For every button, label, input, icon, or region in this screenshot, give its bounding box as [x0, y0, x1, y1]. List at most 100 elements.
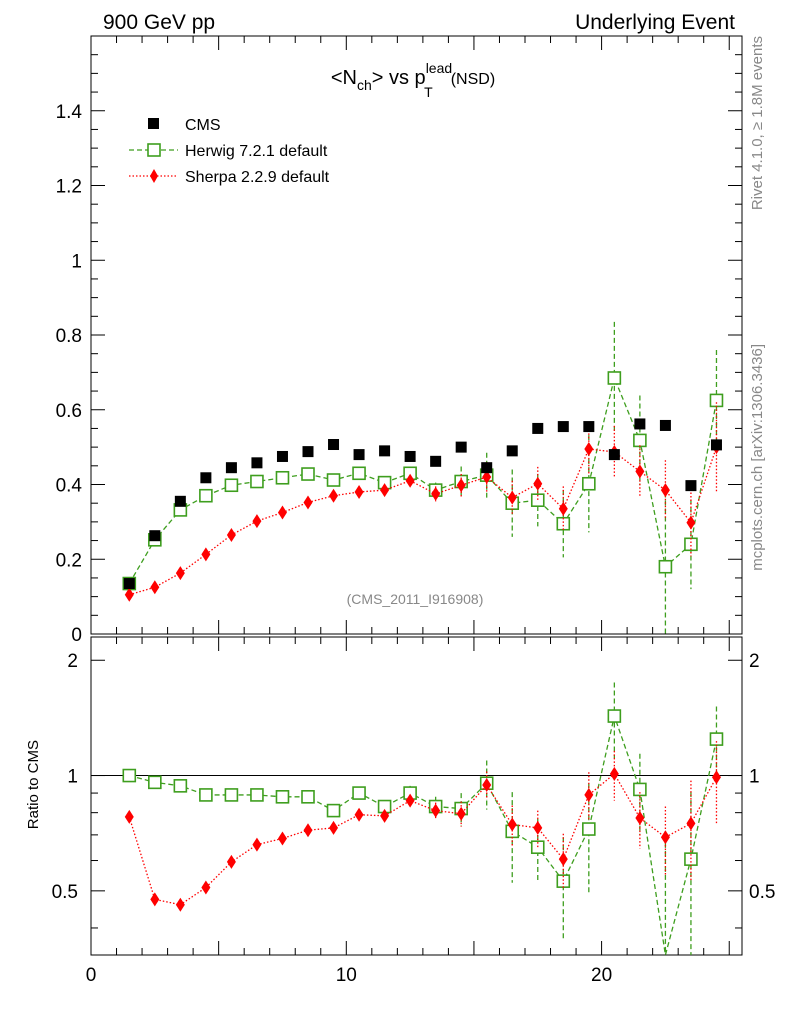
cms-point — [506, 445, 518, 457]
herwig-point — [250, 474, 264, 489]
ratio-herwig-point — [607, 709, 622, 723]
ratio-sherpa-point — [405, 793, 415, 808]
cms-point — [174, 495, 186, 507]
sherpa-point — [533, 476, 543, 491]
cms-point — [608, 449, 620, 461]
ratio-herwig-line — [129, 713, 718, 956]
herwig-point — [582, 476, 596, 491]
cms-point — [430, 455, 442, 467]
ratio-herwig-point — [301, 790, 315, 804]
sherpa-point — [329, 488, 339, 503]
ratio-x-tick-label: 20 — [591, 965, 612, 986]
sherpa-point — [303, 495, 313, 510]
cms-point — [379, 445, 391, 457]
cms-point — [710, 439, 722, 451]
ratio-herwig-point — [199, 788, 213, 802]
sherpa-point — [482, 470, 492, 485]
main-y-tick-label: 0.4 — [56, 476, 83, 497]
cms-point — [328, 439, 340, 451]
ratio-series-herwig — [122, 682, 724, 956]
ratio-x-tick-labels: 0 10 20 — [86, 965, 612, 986]
cms-point — [455, 441, 467, 453]
cms-point — [532, 422, 544, 434]
side-label-mcplots: mcplots.cern.ch [arXiv:1306.3436] — [749, 344, 766, 571]
ratio-sherpa-point — [124, 809, 134, 824]
herwig-point — [607, 371, 622, 385]
sherpa-line — [129, 446, 718, 596]
ratio-herwig-point — [224, 788, 239, 802]
sherpa-point — [226, 527, 236, 542]
herwig-point — [530, 493, 545, 507]
sherpa-point — [277, 505, 287, 520]
ratio-herwig-point — [530, 840, 545, 855]
herwig-point — [556, 516, 571, 531]
sherpa-point — [150, 580, 160, 595]
main-axis-ticks — [90, 35, 742, 635]
sherpa-point — [456, 478, 466, 493]
ratio-sherpa-point — [507, 817, 517, 832]
legend-marker-herwig — [147, 143, 161, 157]
ratio-sherpa-point — [380, 808, 390, 823]
herwig-point — [326, 473, 341, 487]
ratio-herwig-point — [122, 768, 137, 783]
ratio-sherpa-line — [128, 772, 718, 906]
herwig-point — [633, 433, 647, 448]
sherpa-point — [252, 514, 262, 529]
main-y-tick-label: 1.2 — [56, 177, 82, 198]
main-y-tick-label: 0.6 — [56, 401, 82, 422]
ratio-sherpa-point — [252, 837, 262, 852]
main-y-tick-label: 0.2 — [56, 550, 82, 571]
legend: CMS Herwig 7.2.1 default Sherpa 2.2.9 de… — [129, 117, 330, 186]
ratio-herwig-point — [250, 788, 264, 802]
cms-point — [481, 462, 493, 474]
main-series-cms — [123, 418, 722, 590]
cms-point — [276, 450, 288, 462]
ratio-sherpa-point — [558, 852, 568, 867]
ratio-y-tick-label: 0.5 — [52, 882, 78, 903]
ratio-sherpa-point — [226, 854, 236, 869]
ratio-y-tick-label: 1 — [67, 767, 78, 788]
ratio-sherpa-point — [533, 820, 543, 835]
main-y-tick-label: 0 — [71, 625, 82, 646]
main-series-sherpa — [124, 402, 721, 602]
ratio-y-tick-label-right: 0.5 — [749, 882, 775, 903]
ratio-herwig-point — [148, 775, 162, 790]
ratio-series-sherpa — [124, 741, 721, 912]
cms-point — [123, 578, 135, 590]
ratio-sherpa-point — [201, 880, 211, 895]
ratio-sherpa-point — [584, 787, 594, 802]
sherpa-point — [660, 483, 670, 498]
cms-point — [302, 446, 314, 458]
herwig-point — [199, 488, 213, 503]
legend-marker-cms — [148, 118, 159, 129]
herwig-point — [301, 467, 315, 481]
main-y-tick-label: 0.8 — [56, 326, 82, 347]
ratio-sherpa-point — [303, 823, 313, 838]
cms-point — [557, 421, 569, 433]
ratio-y-axis-label: Ratio to CMS — [25, 740, 42, 829]
title-sup-lead: lead — [426, 60, 452, 76]
cms-point — [583, 421, 595, 433]
sherpa-point — [584, 441, 594, 456]
ratio-herwig-point — [275, 790, 290, 804]
herwig-point — [275, 470, 290, 485]
cms-point — [634, 418, 646, 430]
ratio-sherpa-point — [150, 892, 160, 907]
sherpa-point — [635, 464, 645, 479]
sherpa-point — [124, 587, 134, 602]
herwig-line — [128, 375, 718, 584]
header-right: Underlying Event — [575, 11, 735, 34]
ratio-sherpa-point — [609, 766, 619, 781]
sherpa-point — [201, 547, 211, 562]
title-sub-ch: ch — [357, 77, 372, 93]
sherpa-point — [558, 501, 568, 516]
cms-point — [353, 449, 365, 461]
ratio-y-tick-labels: 0.5 0.5 1 1 2 2 — [52, 651, 776, 903]
herwig-point — [709, 393, 724, 408]
herwig-point — [658, 559, 673, 574]
header-left: 900 GeV pp — [103, 11, 215, 34]
cms-point — [251, 457, 263, 469]
ratio-herwig-point — [326, 803, 341, 818]
cms-point — [225, 462, 237, 474]
main-series-herwig — [122, 321, 724, 634]
